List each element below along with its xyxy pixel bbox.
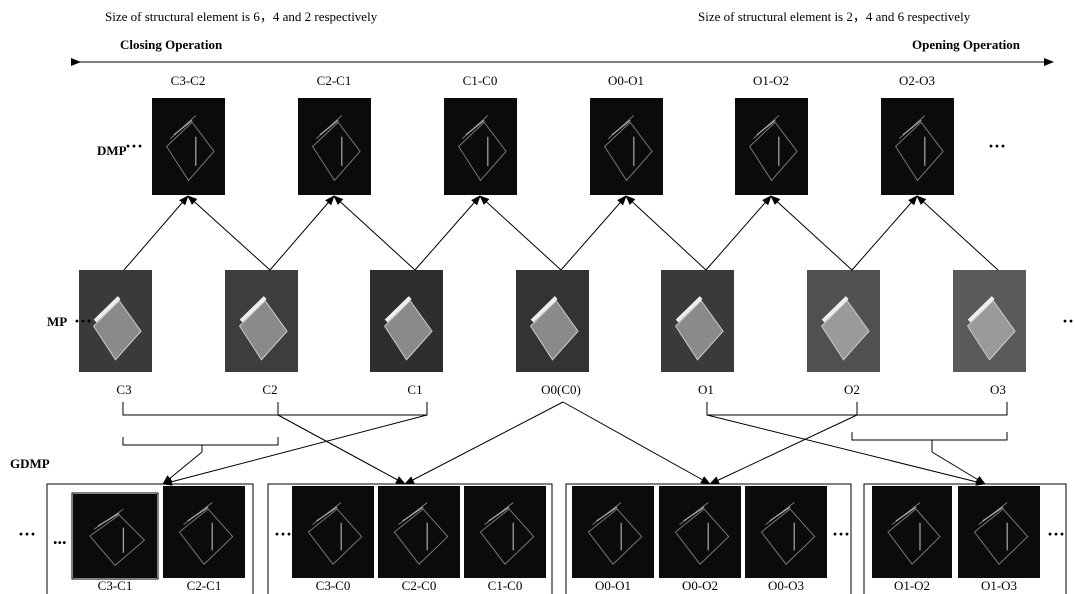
difference-image <box>572 486 654 578</box>
connectors <box>123 402 1007 484</box>
dmp-label: O0-O1 <box>608 73 644 88</box>
difference-image <box>881 98 954 195</box>
opening-title: Opening Operation <box>912 37 1021 52</box>
arrow <box>480 196 561 270</box>
profile-image <box>225 270 298 372</box>
gdmp-label: O1-O3 <box>981 578 1017 593</box>
arrow <box>270 196 334 270</box>
difference-image <box>292 486 374 578</box>
mp-label: C1 <box>407 382 422 397</box>
ellipsis: ··· <box>74 311 92 331</box>
difference-image <box>872 486 952 578</box>
difference-image <box>958 486 1040 578</box>
difference-image <box>152 98 225 195</box>
mp-label: O1 <box>698 382 714 397</box>
gdmp-label: C2-C1 <box>187 578 222 593</box>
profile-image <box>370 270 443 372</box>
mp-label: O2 <box>844 382 860 397</box>
opening-note: Size of structural element is 2，4 and 6 … <box>698 9 971 24</box>
profile-image <box>953 270 1026 372</box>
difference-image <box>378 486 460 578</box>
dmp-label: C1-C0 <box>463 73 498 88</box>
dmp-label: C3-C2 <box>171 73 206 88</box>
mp-label: O3 <box>990 382 1006 397</box>
ellipsis: ··· <box>1062 311 1075 331</box>
arrow <box>415 196 480 270</box>
arrow <box>334 196 415 270</box>
row-label: GDMP <box>10 456 50 471</box>
difference-image <box>735 98 808 195</box>
difference-image <box>73 494 157 578</box>
difference-image <box>590 98 663 195</box>
ellipsis: ··· <box>1047 524 1065 544</box>
gdmp-label: O0-O1 <box>595 578 631 593</box>
arrow <box>124 196 188 270</box>
closing-title: Closing Operation <box>120 37 223 52</box>
profile-image <box>807 270 880 372</box>
row-label: DMP <box>97 143 127 158</box>
ellipsis: ··· <box>988 136 1006 156</box>
arrow <box>706 196 771 270</box>
gdmp-label: C3-C1 <box>98 578 133 593</box>
arrow <box>771 196 852 270</box>
gdmp-label: O0-O3 <box>768 578 804 593</box>
dmp-label: O2-O3 <box>899 73 935 88</box>
difference-image <box>298 98 371 195</box>
difference-image <box>444 98 517 195</box>
ellipsis: ··· <box>125 136 143 156</box>
dmp-label: O1-O2 <box>753 73 789 88</box>
ellipsis: ··· <box>18 524 36 544</box>
arrow <box>188 196 270 270</box>
difference-image <box>163 486 245 578</box>
arrow <box>852 196 917 270</box>
arrow <box>561 196 626 270</box>
gdmp-label: C2-C0 <box>402 578 437 593</box>
diagram: Size of structural element is 6，4 and 2 … <box>0 0 1075 594</box>
mp-label: C3 <box>116 382 131 397</box>
gdmp-label: C1-C0 <box>488 578 523 593</box>
ellipsis: ··· <box>832 524 850 544</box>
dmp-label: C2-C1 <box>317 73 352 88</box>
difference-image <box>464 486 546 578</box>
closing-note: Size of structural element is 6，4 and 2 … <box>105 9 378 24</box>
profile-image <box>516 270 589 372</box>
arrow <box>917 196 998 270</box>
row-label: MP <box>47 314 67 329</box>
gdmp-label: O0-O2 <box>682 578 718 593</box>
difference-image <box>659 486 741 578</box>
gdmp-label: O1-O2 <box>894 578 930 593</box>
difference-image <box>745 486 827 578</box>
profile-image <box>661 270 734 372</box>
arrow <box>626 196 706 270</box>
gdmp-label: C3-C0 <box>316 578 351 593</box>
mp-label: O0(C0) <box>541 382 581 397</box>
mp-label: C2 <box>262 382 277 397</box>
ellipsis: ... <box>53 528 67 548</box>
ellipsis: ··· <box>274 524 292 544</box>
